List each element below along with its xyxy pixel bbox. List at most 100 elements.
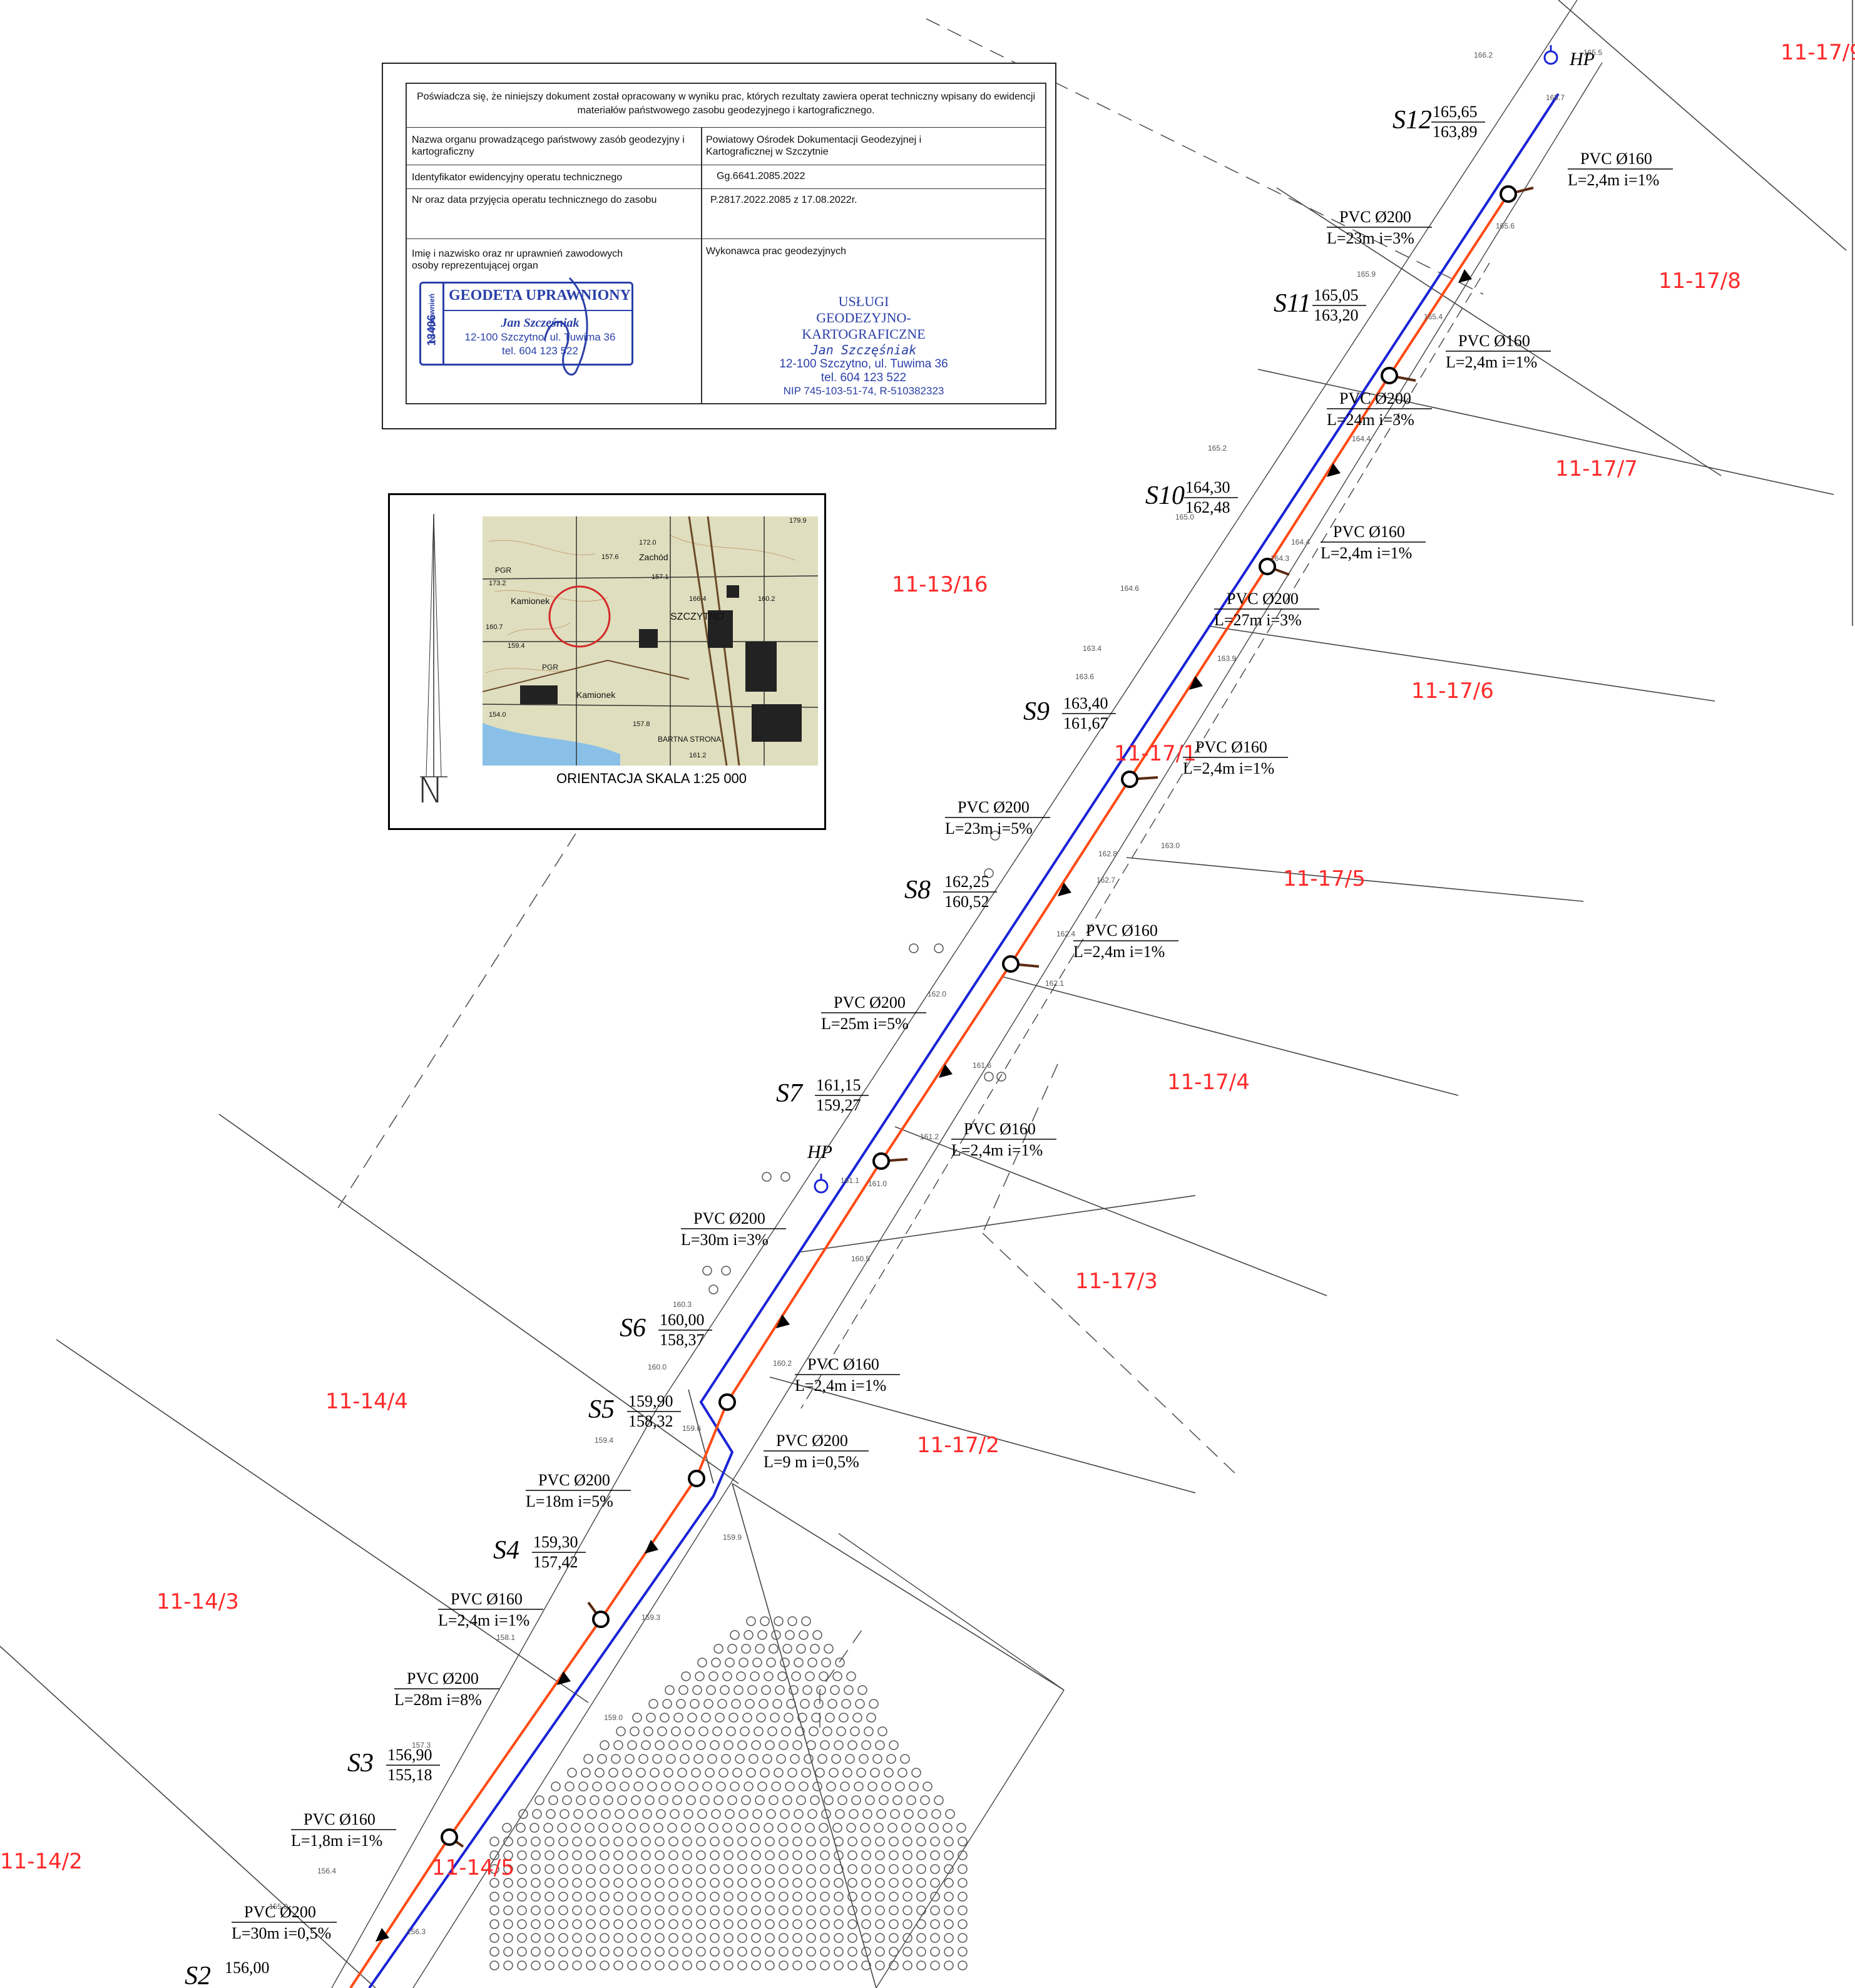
pipe-spec-label: L=2,4m i=1% <box>951 1141 1043 1159</box>
pipe-type-label: PVC Ø160 <box>964 1120 1036 1138</box>
tree-symbol <box>944 1892 954 1902</box>
tree-symbol <box>839 1713 849 1723</box>
tree-symbol <box>701 1713 711 1723</box>
tree-symbol <box>875 1740 885 1750</box>
tree-symbol <box>820 1837 830 1847</box>
tree-symbol <box>503 1919 513 1929</box>
tree-symbol <box>544 1905 554 1915</box>
topographic-map: Zachód Kamionek SZCZYTNO Kamionek BARTNA… <box>483 516 818 766</box>
tree-symbol <box>600 1740 610 1750</box>
spot-elevation: 160.5 <box>851 1254 870 1263</box>
tree-symbol <box>930 1960 940 1970</box>
hydrant-symbols <box>814 45 1558 1194</box>
tree-symbol <box>503 1878 513 1888</box>
tree-symbol <box>706 1685 716 1695</box>
tree-symbol <box>713 1644 723 1654</box>
tree-symbol <box>531 1933 541 1943</box>
tree-symbol <box>668 1947 678 1957</box>
tree-symbol <box>562 1795 572 1805</box>
pipe-spec-label: L=30m i=3% <box>681 1231 769 1249</box>
tree-symbol <box>916 1892 926 1902</box>
tree-symbol <box>779 1740 789 1750</box>
parcel-label: 11-17/9 <box>1781 40 1855 65</box>
tree-symbol <box>875 1864 885 1874</box>
tree-symbol <box>765 1740 775 1750</box>
tree-symbol <box>702 1781 712 1791</box>
tree-symbol <box>708 1823 718 1833</box>
tree-symbol <box>889 1850 899 1860</box>
pipe-spec-label: L=2,4m i=1% <box>1183 759 1274 777</box>
tree-symbol <box>600 1878 610 1888</box>
stamp-name: Jan Szczęśniak <box>501 316 580 330</box>
well-invert-elevation: 158,37 <box>660 1331 705 1349</box>
tree-symbol <box>641 1740 651 1750</box>
tree-symbol <box>489 1850 499 1860</box>
tree-symbol <box>647 1781 657 1791</box>
pipe-type-label: PVC Ø200 <box>693 1209 765 1227</box>
tree-symbol <box>806 1905 816 1915</box>
tree-symbol <box>930 1905 940 1915</box>
tree-symbol <box>738 1809 749 1819</box>
well-rim-elevation: 165,05 <box>1314 286 1359 304</box>
tree-symbol <box>612 1823 622 1833</box>
tree-symbol <box>653 1823 663 1833</box>
pipe-spec-label: L=23m i=5% <box>945 819 1033 838</box>
stamp-rule <box>444 310 631 311</box>
tree-symbol <box>847 1960 857 1970</box>
tree-symbol <box>930 1850 940 1860</box>
spot-elevations: 166.2 165.5 165.7 165.6 165.9 165.4 165.2 164.4… <box>269 48 1602 1936</box>
spot-elevation: 159.3 <box>641 1613 660 1622</box>
tree-symbol <box>608 1768 618 1778</box>
tree-symbol <box>576 1795 586 1805</box>
tree-symbol <box>597 1754 607 1764</box>
tree-symbol <box>737 1919 747 1929</box>
tree-symbol <box>606 1781 616 1791</box>
tree-symbol <box>642 1809 652 1819</box>
tree-symbol <box>902 1933 912 1943</box>
parcel-label: 11-17/6 <box>1411 679 1494 704</box>
tree-symbol <box>532 1809 542 1819</box>
tree-symbol <box>708 1671 718 1681</box>
tree-symbol <box>786 1699 796 1709</box>
pipe-spec-label: L=25m i=5% <box>821 1015 909 1033</box>
tree-symbol <box>586 1933 596 1943</box>
tree-symbol <box>682 1864 692 1874</box>
tree-symbol <box>683 1809 693 1819</box>
tree-symbol <box>765 1919 775 1929</box>
tree-symbol <box>889 1878 899 1888</box>
spot-elevation: 155.9 <box>269 1902 288 1911</box>
tree-symbol <box>930 1919 940 1929</box>
tree-symbol <box>769 1795 779 1805</box>
tree-symbol <box>695 1823 705 1833</box>
tree-symbol <box>741 1644 751 1654</box>
tree-symbol <box>723 1740 733 1750</box>
tree-symbol <box>902 1905 912 1915</box>
cert-row-value: Wykonawca prac geodezyjnych <box>706 246 846 257</box>
tree-symbol <box>859 1754 869 1764</box>
inset-elev: 179.9 <box>789 517 807 525</box>
tree-symbol <box>655 1892 665 1902</box>
tree-symbol <box>655 1905 665 1915</box>
tree-symbol <box>916 1919 926 1929</box>
tree-symbol <box>655 1933 665 1943</box>
tree-symbol <box>806 1919 816 1929</box>
tree-symbol <box>805 1823 815 1833</box>
tree-symbol <box>796 1795 806 1805</box>
cert-row-value: Gg.6641.2085.2022 <box>717 171 805 182</box>
tree-symbol <box>737 1740 747 1750</box>
inset-place: BARTNA STRONA <box>658 735 721 744</box>
inset-place: SZCZYTNO <box>670 612 724 622</box>
tree-symbol <box>820 1892 830 1902</box>
tree-symbol <box>852 1713 862 1723</box>
tree-symbol <box>737 1864 747 1874</box>
tree-symbol <box>586 1837 596 1847</box>
tree-symbol <box>578 1781 588 1791</box>
tree-symbol <box>670 1809 680 1819</box>
tree-symbol <box>675 1781 685 1791</box>
tree-symbol <box>854 1781 864 1791</box>
tree-symbol <box>875 1919 885 1929</box>
tree-symbol <box>821 1809 831 1819</box>
connection-stubs <box>448 187 1534 1848</box>
tree-symbol <box>760 1616 770 1626</box>
